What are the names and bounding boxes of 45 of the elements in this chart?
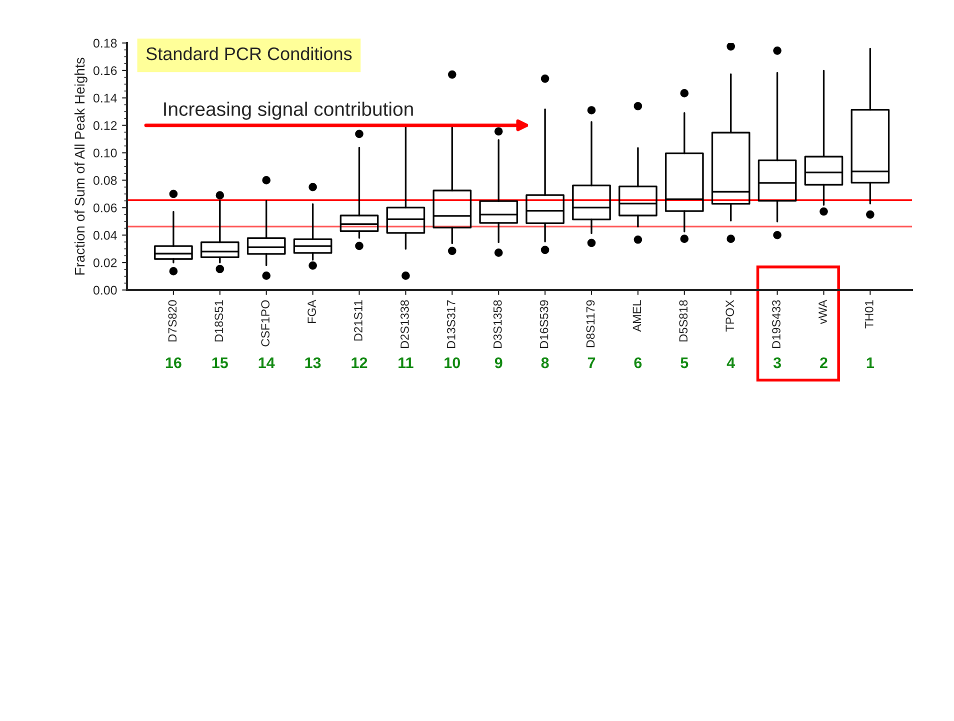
text: 8 xyxy=(541,357,549,368)
text: 5 xyxy=(680,358,688,368)
x-tick-label: D5S818 xyxy=(679,300,688,342)
text: 6 xyxy=(634,357,642,368)
text: 11 xyxy=(398,358,414,368)
y-tick-label: 0.14 xyxy=(93,94,117,103)
y-tick-label: 0.00 xyxy=(93,286,117,295)
x-tick-label: TPOX xyxy=(726,300,734,332)
text: 2 xyxy=(820,357,828,368)
text: 7 xyxy=(588,358,596,368)
y-tick-label: 0.06 xyxy=(93,203,117,212)
y-tick-label: 0.18 xyxy=(93,38,117,48)
x-tick-label: TH01 xyxy=(865,300,874,328)
x-tick-label: D21S11 xyxy=(354,300,362,341)
y-axis-title: Fraction of Sum of All Peak Heights xyxy=(74,58,88,275)
text: 16 xyxy=(166,357,182,368)
y-tick-label: 0.16 xyxy=(93,66,117,76)
x-tick-label: FGA xyxy=(308,300,316,324)
y-tick-label: 0.02 xyxy=(93,258,117,268)
text: 9 xyxy=(494,357,502,368)
x-tick-label: D18S51 xyxy=(214,300,224,342)
x-tick-label: D3S1358 xyxy=(493,300,502,348)
x-tick-label: D19S433 xyxy=(772,300,780,348)
x-tick-label: D16S539 xyxy=(540,300,548,348)
text: 4 xyxy=(726,358,736,368)
x-tick-label: vWA xyxy=(818,300,827,324)
y-tick-label: 0.04 xyxy=(93,230,117,240)
chart-title: Standard PCR Conditions xyxy=(146,46,352,60)
y-tick-label: 0.10 xyxy=(93,148,117,158)
text: 3 xyxy=(773,357,781,368)
y-tick-label: 0.12 xyxy=(93,121,117,130)
x-tick-label: D2S1338 xyxy=(400,300,409,348)
text: 12 xyxy=(352,357,368,368)
y-tick-label: 0.08 xyxy=(93,176,117,185)
annotation: Increasing signal contribution xyxy=(164,102,413,120)
text: 1 xyxy=(866,358,874,368)
text: 15 xyxy=(212,358,228,368)
text: 14 xyxy=(258,358,275,368)
text: 10 xyxy=(444,357,460,368)
text: 13 xyxy=(305,357,321,368)
x-tick-label: AMEL xyxy=(632,300,641,332)
x-tick-label: D13S317 xyxy=(446,300,456,348)
x-tick-label: D8S1179 xyxy=(586,300,595,348)
x-tick-label: D7S820 xyxy=(168,300,177,342)
x-tick-label: CSF1PO xyxy=(261,300,270,346)
